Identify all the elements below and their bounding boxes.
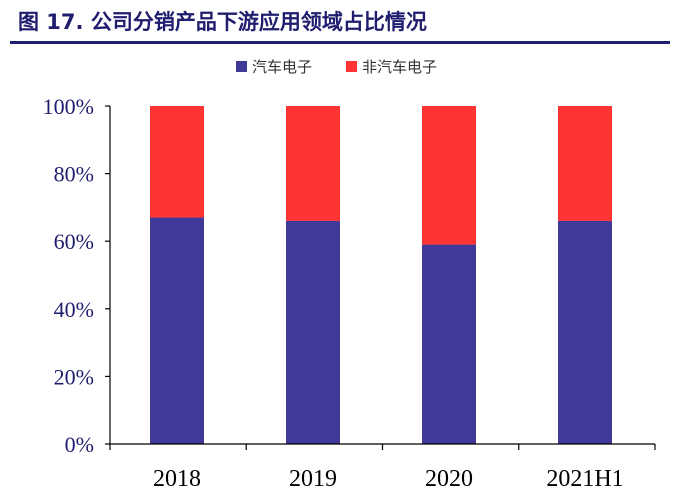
- bar-2020-series-0: [422, 244, 476, 444]
- y-tick-label: 60%: [54, 229, 94, 254]
- bar-2020-series-1: [422, 106, 476, 245]
- bar-2018-series-1: [150, 106, 204, 218]
- y-tick-label: 80%: [54, 162, 94, 187]
- chart-title: 图 17. 公司分销产品下游应用领域占比情况: [18, 10, 427, 34]
- legend: 汽车电子 非汽车电子: [236, 58, 437, 76]
- legend-swatch: [346, 61, 357, 72]
- legend-label: 汽车电子: [252, 58, 312, 76]
- bar-2021H1-series-1: [558, 106, 612, 221]
- y-tick-label: 20%: [54, 364, 94, 389]
- x-tick-label: 2019: [289, 466, 337, 492]
- legend-label: 非汽车电子: [362, 58, 437, 76]
- legend-swatch: [236, 61, 247, 72]
- title-underline: [10, 41, 670, 44]
- axes-group: 0% 20% 40% 60% 80% 100% 2018 2019 2020 2021H1: [43, 94, 656, 492]
- y-tick-label: 0%: [65, 432, 94, 457]
- bar-2021H1-series-0: [558, 220, 612, 444]
- y-tick-label: 40%: [54, 297, 94, 322]
- figure-header: 图 17. 公司分销产品下游应用领域占比情况: [0, 0, 692, 44]
- x-tick-label: 2020: [425, 466, 473, 492]
- y-tick-label: 100%: [43, 94, 94, 119]
- bar-2018-series-0: [150, 217, 204, 444]
- bar-2019-series-1: [286, 106, 340, 221]
- x-tick-label: 2021H1: [546, 466, 623, 492]
- bar-2019-series-0: [286, 220, 340, 444]
- bars-group: [150, 106, 612, 444]
- x-tick-label: 2018: [153, 466, 201, 492]
